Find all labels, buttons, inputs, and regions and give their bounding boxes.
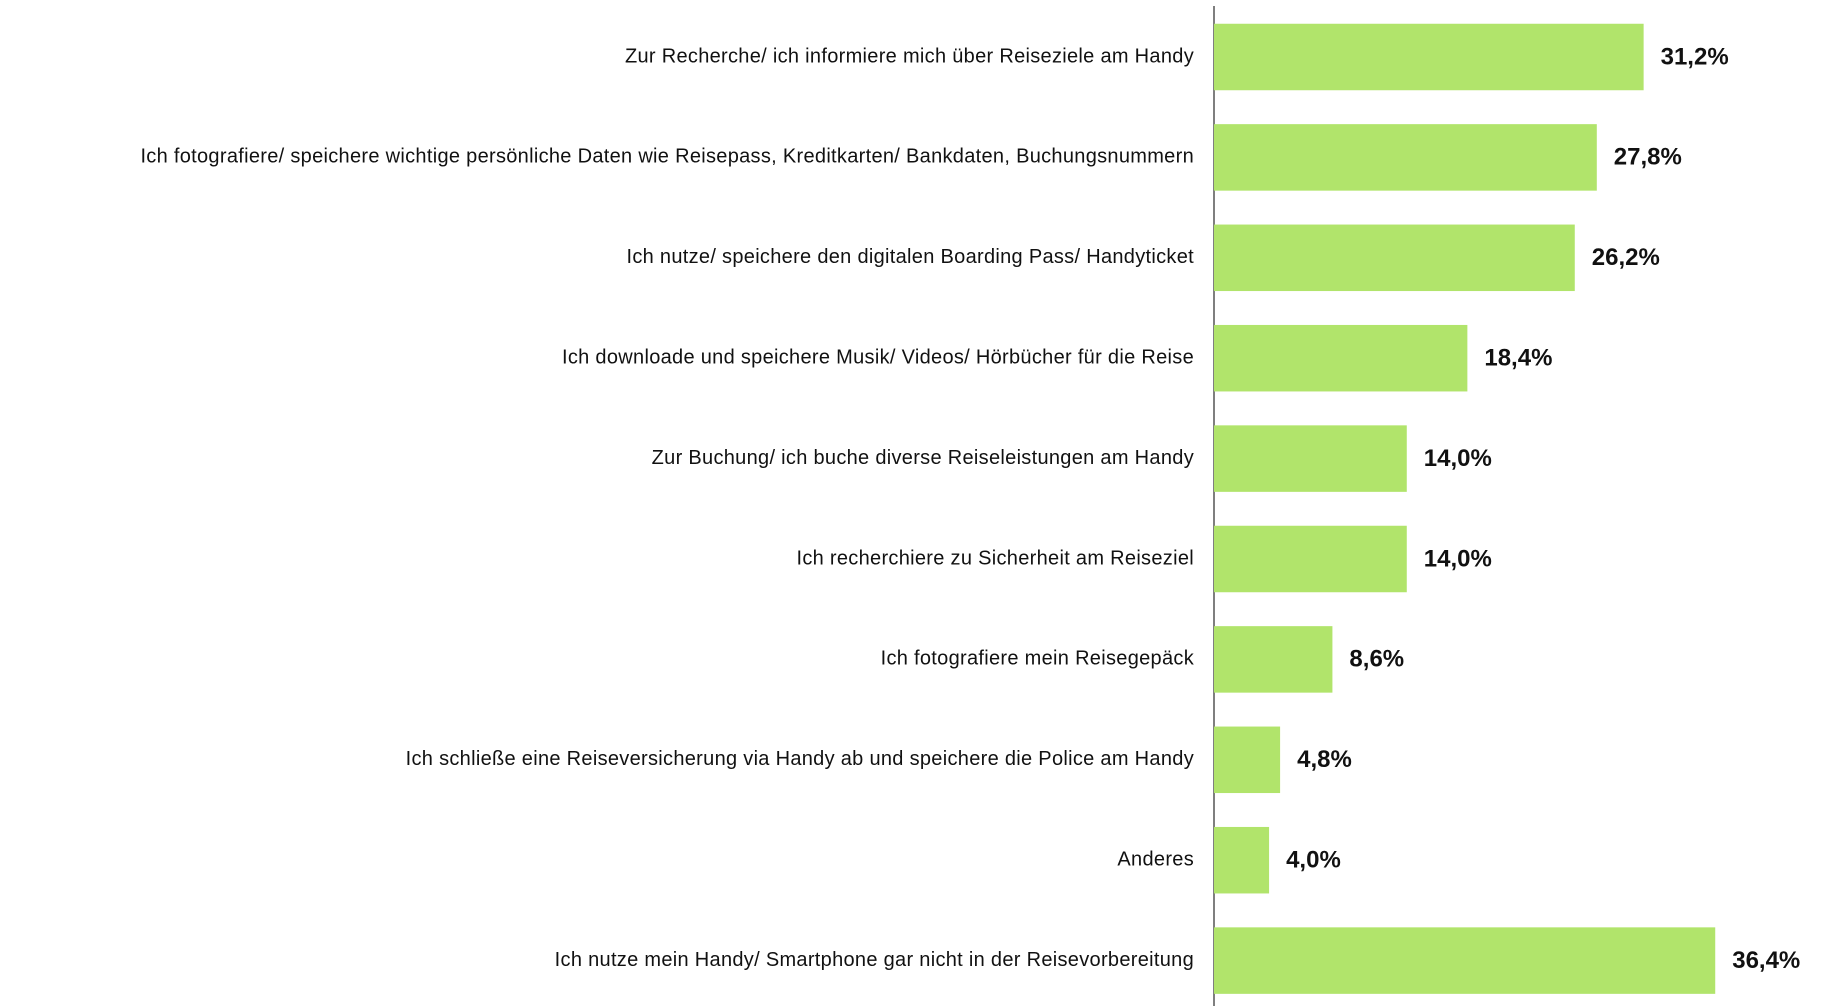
value-label: 14,0% xyxy=(1424,545,1492,572)
category-label: Ich recherchiere zu Sicherheit am Reisez… xyxy=(796,547,1194,569)
bar xyxy=(1214,324,1468,392)
value-label: 8,6% xyxy=(1349,646,1404,673)
category-label: Ich fotografiere/ speichere wichtige per… xyxy=(140,146,1194,168)
bar xyxy=(1214,826,1270,894)
category-label: Ich nutze/ speichere den digitalen Board… xyxy=(626,246,1194,268)
value-label: 18,4% xyxy=(1484,345,1552,372)
value-label: 4,8% xyxy=(1297,746,1352,773)
bar xyxy=(1214,425,1407,492)
category-label: Ich fotografiere mein Reisegepäck xyxy=(881,648,1195,670)
bar xyxy=(1214,626,1333,693)
value-label: 14,0% xyxy=(1424,445,1492,472)
value-label: 26,2% xyxy=(1592,244,1660,271)
bar xyxy=(1214,525,1407,593)
value-label: 27,8% xyxy=(1614,144,1682,171)
bar xyxy=(1214,124,1597,191)
value-label: 4,0% xyxy=(1286,847,1341,874)
category-label: Zur Recherche/ ich informiere mich über … xyxy=(625,45,1194,67)
category-label: Ich schließe eine Reiseversicherung via … xyxy=(406,748,1194,770)
bar xyxy=(1214,927,1716,994)
value-label: 36,4% xyxy=(1732,947,1800,974)
category-label: Ich nutze mein Handy/ Smartphone gar nic… xyxy=(555,949,1194,971)
category-label: Ich downloade und speichere Musik/ Video… xyxy=(562,346,1194,368)
category-label: Zur Buchung/ ich buche diverse Reiseleis… xyxy=(652,447,1194,469)
bar xyxy=(1214,224,1575,292)
category-label: Anderes xyxy=(1117,848,1194,870)
bar xyxy=(1214,726,1281,794)
value-label: 31,2% xyxy=(1661,43,1729,70)
bar xyxy=(1214,23,1644,91)
